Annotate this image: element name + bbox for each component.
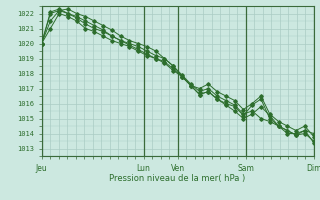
X-axis label: Pression niveau de la mer( hPa ): Pression niveau de la mer( hPa ) — [109, 174, 246, 183]
